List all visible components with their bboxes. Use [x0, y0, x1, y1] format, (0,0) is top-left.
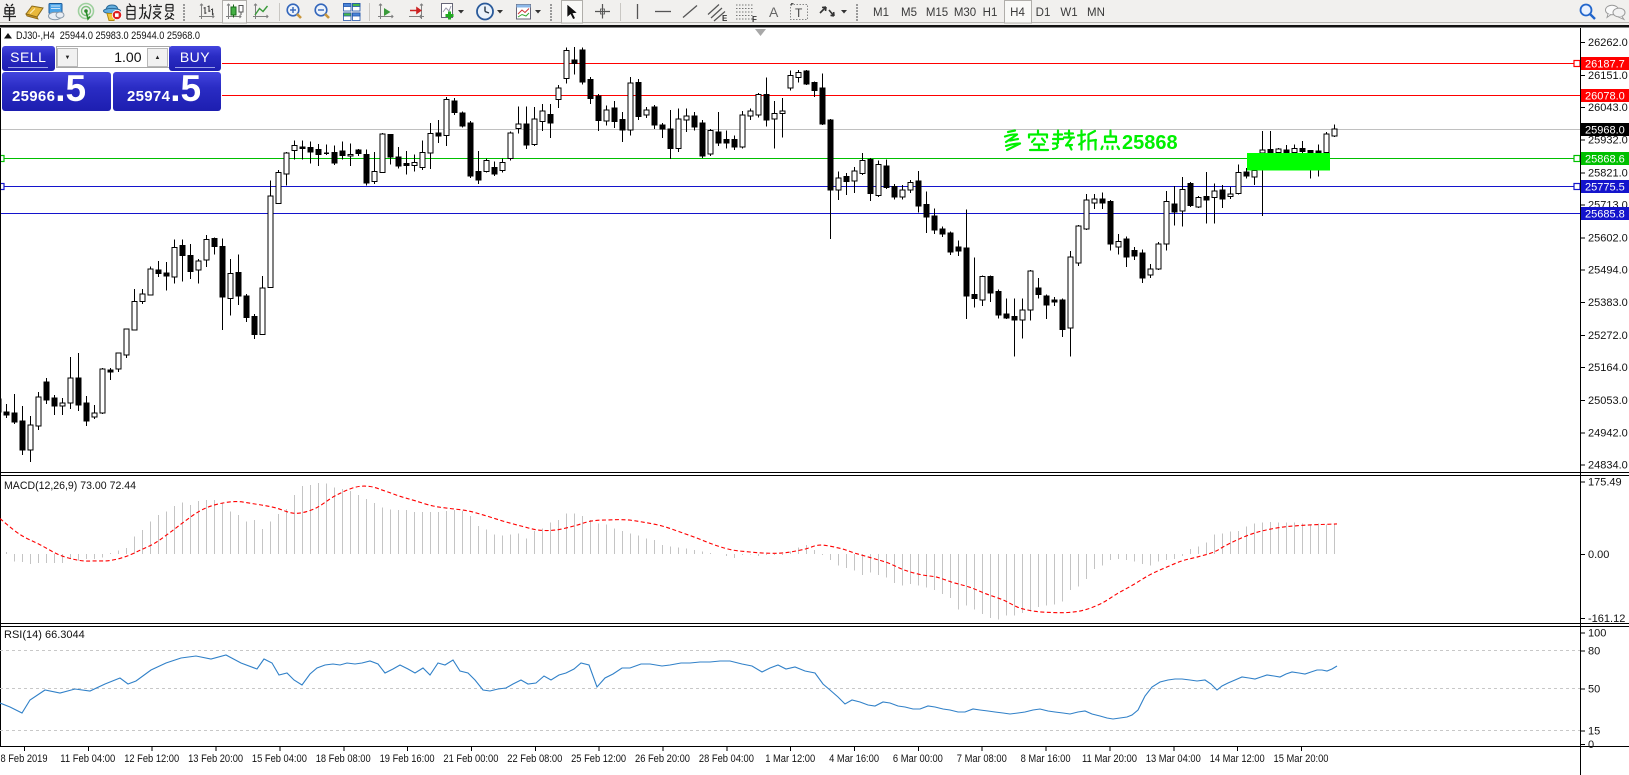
svg-text:A: A	[769, 4, 779, 20]
svg-text:175.49: 175.49	[1588, 476, 1622, 488]
svg-text:RSI(14) 66.3044: RSI(14) 66.3044	[4, 629, 85, 641]
svg-text:24942.0: 24942.0	[1588, 428, 1628, 440]
svg-text:12 Feb 12:00: 12 Feb 12:00	[124, 753, 179, 765]
svg-text:H1: H1	[983, 7, 998, 19]
svg-text:25053.0: 25053.0	[1588, 395, 1628, 407]
svg-text:8 Mar 16:00: 8 Mar 16:00	[1021, 753, 1071, 765]
svg-text:0.00: 0.00	[1588, 549, 1609, 561]
svg-text:MN: MN	[1087, 7, 1105, 19]
svg-text:25868.6: 25868.6	[1585, 154, 1625, 166]
svg-text:14 Mar 12:00: 14 Mar 12:00	[1210, 753, 1265, 765]
svg-text:15: 15	[1588, 726, 1600, 738]
svg-text:26043.0: 26043.0	[1588, 102, 1628, 114]
svg-text:15 Mar 20:00: 15 Mar 20:00	[1274, 753, 1329, 765]
svg-text:24834.0: 24834.0	[1588, 460, 1628, 472]
svg-text:26 Feb 20:00: 26 Feb 20:00	[635, 753, 690, 765]
svg-text:26187.7: 26187.7	[1585, 59, 1625, 71]
svg-text:T: T	[795, 6, 803, 20]
svg-text:22 Feb 08:00: 22 Feb 08:00	[507, 753, 562, 765]
svg-text:F: F	[752, 15, 757, 24]
svg-text:25775.5: 25775.5	[1585, 182, 1625, 194]
svg-text:25383.0: 25383.0	[1588, 297, 1628, 309]
svg-text:100: 100	[1588, 628, 1606, 640]
svg-text:1 Mar 12:00: 1 Mar 12:00	[765, 753, 815, 765]
svg-text:25164.0: 25164.0	[1588, 362, 1628, 374]
svg-text:26078.0: 26078.0	[1585, 91, 1625, 103]
svg-text:H4: H4	[1010, 7, 1025, 19]
svg-text:26262.0: 26262.0	[1588, 37, 1628, 49]
svg-text:M15: M15	[926, 7, 948, 19]
svg-text:M1: M1	[873, 7, 889, 19]
svg-text:E: E	[722, 14, 728, 23]
svg-text:80: 80	[1588, 646, 1600, 658]
svg-text:W1: W1	[1060, 7, 1077, 19]
svg-text:26151.0: 26151.0	[1588, 70, 1628, 82]
svg-text:M5: M5	[901, 7, 917, 19]
svg-text:D1: D1	[1036, 7, 1051, 19]
svg-text:28 Feb 04:00: 28 Feb 04:00	[699, 753, 754, 765]
svg-text:-161.12: -161.12	[1588, 613, 1625, 625]
svg-text:25 Feb 12:00: 25 Feb 12:00	[571, 753, 626, 765]
svg-text:6 Mar 00:00: 6 Mar 00:00	[893, 753, 943, 765]
svg-text:15 Feb 04:00: 15 Feb 04:00	[252, 753, 307, 765]
svg-text:50: 50	[1588, 684, 1600, 696]
svg-text:13 Mar 04:00: 13 Mar 04:00	[1146, 753, 1201, 765]
svg-text:25868: 25868	[1122, 132, 1178, 154]
svg-text:25602.0: 25602.0	[1588, 232, 1628, 244]
svg-text:8 Feb 2019: 8 Feb 2019	[1, 753, 48, 765]
svg-text:11 Mar 20:00: 11 Mar 20:00	[1082, 753, 1137, 765]
svg-text:25685.8: 25685.8	[1585, 209, 1625, 221]
svg-text:7 Mar 08:00: 7 Mar 08:00	[957, 753, 1007, 765]
svg-text:25272.0: 25272.0	[1588, 330, 1628, 342]
svg-text:25494.0: 25494.0	[1588, 264, 1628, 276]
svg-text:13 Feb 20:00: 13 Feb 20:00	[188, 753, 243, 765]
svg-text:25821.0: 25821.0	[1588, 168, 1628, 180]
svg-text:DJ30-,H4 25944.0 25983.0 2594: DJ30-,H4 25944.0 25983.0 25944.0 25968.0	[16, 30, 200, 42]
svg-text:19 Feb 16:00: 19 Feb 16:00	[380, 753, 435, 765]
svg-text:25932.0: 25932.0	[1588, 135, 1628, 147]
svg-text:M30: M30	[954, 7, 976, 19]
svg-text:25968.0: 25968.0	[1585, 125, 1625, 137]
svg-text:11 Feb 04:00: 11 Feb 04:00	[60, 753, 115, 765]
svg-text:0: 0	[1588, 739, 1594, 751]
svg-text:18 Feb 08:00: 18 Feb 08:00	[316, 753, 371, 765]
svg-text:4 Mar 16:00: 4 Mar 16:00	[829, 753, 879, 765]
svg-text:MACD(12,26,9) 73.00 72.44: MACD(12,26,9) 73.00 72.44	[4, 480, 136, 492]
svg-text:21 Feb 00:00: 21 Feb 00:00	[443, 753, 498, 765]
